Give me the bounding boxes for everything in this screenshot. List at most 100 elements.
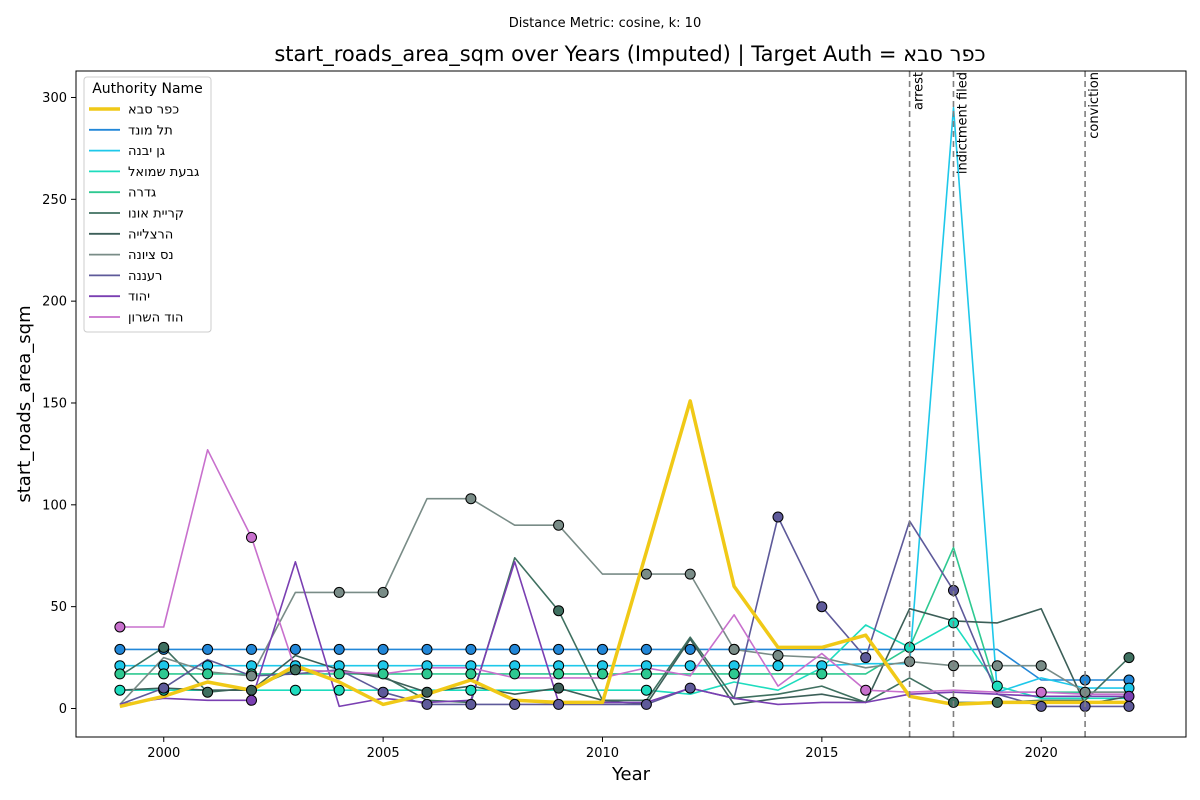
event-label: conviction (1087, 72, 1102, 139)
data-point (553, 643, 565, 655)
legend-label: הרצלייה (128, 227, 173, 242)
y-tick-label: 250 (42, 193, 67, 208)
data-point (114, 684, 126, 696)
data-point (597, 643, 608, 655)
legend-label: גן יבנה (128, 144, 165, 159)
data-point (860, 684, 872, 696)
series-line-9 (119, 560, 1129, 708)
data-point (246, 670, 257, 682)
data-point (114, 643, 126, 655)
x-tick-label: 2020 (1025, 746, 1058, 761)
series-line-8 (119, 516, 1129, 708)
data-point (553, 519, 565, 531)
x-axis-ticks: 2000 2005 2010 2015 2020 (147, 737, 1058, 761)
legend-label: יהוד (128, 290, 150, 305)
series-line-10 (119, 448, 1129, 696)
data-point (553, 605, 565, 617)
data-point (991, 696, 1003, 708)
event-label: indictment filed (955, 72, 970, 174)
data-point (465, 668, 477, 680)
data-point (772, 511, 784, 523)
data-point (1123, 690, 1135, 702)
legend-title: Authority Name (92, 81, 203, 97)
data-point (465, 493, 477, 505)
series-line-7 (119, 497, 1129, 705)
chart-suptitle: Distance Metric: cosine, k: 10 (509, 16, 701, 31)
data-point (421, 668, 433, 680)
data-point (289, 684, 301, 696)
data-point (114, 668, 126, 680)
legend-label: קריית אונו (128, 207, 184, 222)
x-axis-label: Year (611, 764, 651, 785)
data-point (1035, 686, 1047, 698)
data-point (640, 668, 652, 680)
x-tick-label: 2000 (147, 746, 180, 761)
plot-frame (75, 70, 1187, 738)
data-point (553, 698, 565, 710)
data-point (991, 680, 1003, 692)
data-point (597, 668, 608, 680)
series-layer (119, 106, 1130, 709)
data-point (509, 668, 521, 680)
series-line-2 (119, 106, 1129, 694)
data-point (377, 686, 389, 698)
data-point (772, 660, 784, 672)
data-point (640, 568, 652, 580)
data-point (816, 668, 828, 680)
data-point (684, 660, 696, 672)
data-point (640, 643, 652, 655)
legend-label: כפר סבא (128, 103, 179, 118)
x-tick-label: 2010 (586, 746, 619, 761)
data-point (333, 643, 345, 655)
data-point (1123, 652, 1135, 664)
data-point (640, 698, 652, 710)
data-point (202, 643, 214, 655)
data-point (421, 698, 433, 710)
data-point (158, 682, 170, 694)
data-point (1035, 700, 1047, 712)
data-point (158, 668, 170, 680)
data-point (772, 650, 784, 661)
data-point (377, 586, 389, 598)
data-point (421, 686, 433, 698)
data-point (728, 668, 740, 680)
data-point (684, 643, 696, 655)
y-tick-label: 100 (42, 498, 67, 513)
data-point (1035, 660, 1047, 672)
y-tick-label: 300 (42, 91, 67, 106)
data-point (1123, 700, 1135, 712)
legend: Authority Name כפר סבא תל מונד גן יבנה גבעת… (83, 76, 212, 333)
chart-title: start_roads_area_sqm over Years (Imputed… (274, 42, 985, 67)
data-point (728, 643, 740, 655)
data-point (202, 686, 214, 698)
data-point (246, 694, 257, 706)
data-point (640, 684, 652, 696)
series-line-4 (119, 546, 1129, 694)
data-point (246, 531, 257, 543)
data-point (509, 643, 521, 655)
x-tick-label: 2005 (367, 746, 400, 761)
data-point (333, 586, 345, 598)
data-point (246, 643, 257, 655)
data-point (246, 684, 257, 696)
legend-label: נס ציונה (128, 248, 174, 263)
data-point (991, 660, 1003, 672)
data-point (553, 682, 565, 694)
legend-items: כפר סבא תל מונד גן יבנה גבעת שמואל גדרה קריית… (89, 103, 199, 326)
data-point (860, 652, 872, 664)
marker-layer (114, 493, 1135, 712)
event-label: arrest (912, 72, 927, 110)
data-point (333, 668, 345, 680)
x-tick-label: 2015 (805, 746, 838, 761)
data-point (465, 643, 477, 655)
data-point (333, 684, 345, 696)
data-point (684, 682, 696, 694)
data-point (114, 621, 126, 633)
y-tick-label: 50 (50, 600, 67, 615)
data-point (816, 601, 828, 613)
legend-label: רעננה (128, 269, 162, 284)
series-line-0 (119, 399, 1129, 709)
data-point (202, 668, 214, 680)
data-point (289, 643, 301, 655)
